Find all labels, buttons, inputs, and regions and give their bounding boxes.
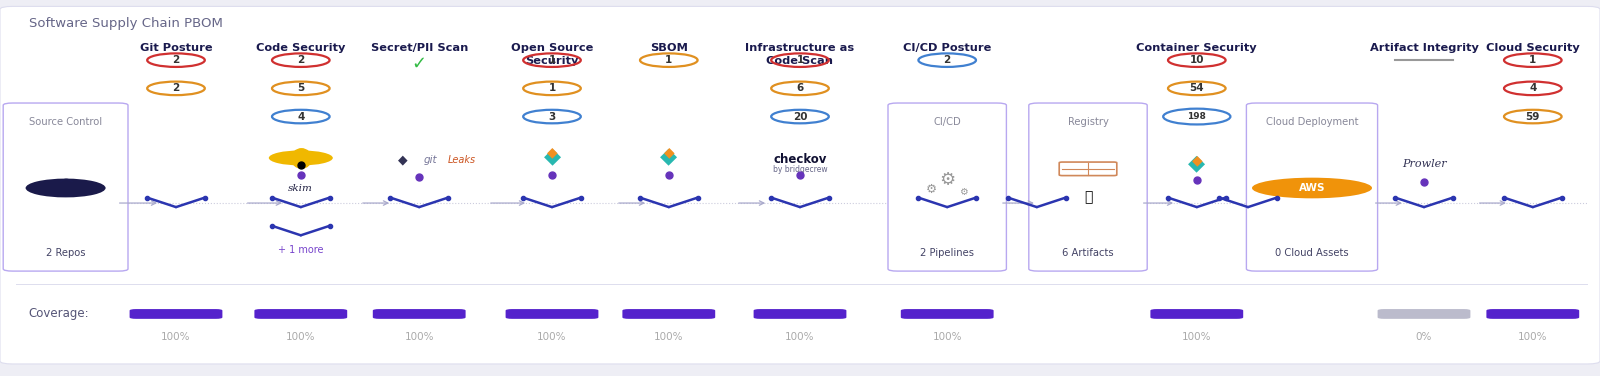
Text: 6: 6 (797, 83, 803, 93)
Text: 0 Cloud Assets: 0 Cloud Assets (1275, 248, 1349, 258)
Text: Prowler: Prowler (1402, 159, 1446, 168)
Circle shape (269, 150, 333, 165)
Text: 5: 5 (298, 83, 304, 93)
Text: 100%: 100% (405, 332, 434, 341)
FancyBboxPatch shape (754, 309, 846, 319)
Text: 1: 1 (1530, 55, 1536, 65)
Text: 4: 4 (298, 112, 304, 121)
Text: + 1 more: + 1 more (278, 245, 323, 255)
Text: Infrastructure as
Code Scan: Infrastructure as Code Scan (746, 43, 854, 66)
FancyBboxPatch shape (1150, 309, 1243, 319)
Ellipse shape (1251, 178, 1373, 199)
Text: Coverage:: Coverage: (29, 308, 90, 320)
Text: ⚙: ⚙ (958, 187, 968, 197)
FancyBboxPatch shape (1246, 103, 1378, 271)
Text: 100%: 100% (1518, 332, 1547, 341)
Text: Git Posture: Git Posture (139, 43, 213, 53)
Text: 2: 2 (298, 55, 304, 65)
Text: Source Control: Source Control (29, 117, 102, 127)
Text: CI/CD Posture: CI/CD Posture (902, 43, 992, 53)
Text: ◆: ◆ (544, 146, 560, 166)
Text: 🐳: 🐳 (1083, 190, 1093, 205)
Text: 59: 59 (1526, 112, 1539, 121)
Text: Secret/PII Scan: Secret/PII Scan (371, 43, 467, 53)
Text: 0%: 0% (1416, 332, 1432, 341)
Text: 100%: 100% (162, 332, 190, 341)
Text: skim: skim (288, 184, 314, 193)
Text: 1: 1 (797, 55, 803, 65)
Text: 10: 10 (1189, 55, 1205, 65)
Text: 1: 1 (666, 55, 672, 65)
Text: 54: 54 (1189, 83, 1205, 93)
Text: ◆: ◆ (547, 145, 557, 159)
Text: ⚙: ⚙ (925, 183, 938, 196)
Text: Container Security: Container Security (1136, 43, 1258, 53)
Text: CI/CD: CI/CD (933, 117, 962, 127)
Text: ◆: ◆ (398, 153, 408, 166)
Text: 4: 4 (1530, 83, 1536, 93)
Text: Cloud Deployment: Cloud Deployment (1266, 117, 1358, 127)
Text: 2 Pipelines: 2 Pipelines (920, 248, 974, 258)
Text: 2: 2 (173, 83, 179, 93)
Text: AWS: AWS (1299, 183, 1325, 193)
Text: 100%: 100% (1182, 332, 1211, 341)
Text: 100%: 100% (786, 332, 814, 341)
Text: 100%: 100% (538, 332, 566, 341)
FancyBboxPatch shape (1378, 309, 1470, 319)
Text: Artifact Integrity: Artifact Integrity (1370, 43, 1478, 53)
FancyBboxPatch shape (888, 103, 1006, 271)
FancyBboxPatch shape (254, 309, 347, 319)
Text: 1: 1 (549, 83, 555, 93)
Text: 20: 20 (792, 112, 808, 121)
Circle shape (40, 182, 91, 194)
Text: 100%: 100% (286, 332, 315, 341)
Text: Open Source
Security: Open Source Security (510, 43, 594, 66)
Circle shape (26, 179, 106, 197)
FancyBboxPatch shape (130, 309, 222, 319)
Text: 1: 1 (549, 55, 555, 65)
Text: by bridgecrew: by bridgecrew (773, 165, 827, 174)
Circle shape (45, 183, 86, 193)
Text: SBOM: SBOM (650, 43, 688, 53)
Text: 198: 198 (1187, 112, 1206, 121)
FancyBboxPatch shape (1029, 103, 1147, 271)
Text: Software Supply Chain PBOM: Software Supply Chain PBOM (29, 17, 222, 30)
Text: 100%: 100% (933, 332, 962, 341)
Text: ⚙: ⚙ (939, 171, 955, 190)
Text: Leaks: Leaks (448, 155, 477, 165)
Text: ◆: ◆ (1192, 153, 1202, 167)
FancyBboxPatch shape (373, 309, 466, 319)
Text: ◉: ◉ (56, 175, 75, 199)
Text: ◆: ◆ (661, 146, 677, 166)
Text: 2: 2 (944, 55, 950, 65)
Text: Registry: Registry (1067, 117, 1109, 127)
FancyBboxPatch shape (901, 309, 994, 319)
Text: Cloud Security: Cloud Security (1486, 43, 1579, 53)
Text: ◆: ◆ (664, 145, 674, 159)
FancyBboxPatch shape (622, 309, 715, 319)
FancyBboxPatch shape (0, 6, 1600, 364)
Text: ✓: ✓ (411, 55, 427, 73)
Text: ◆: ◆ (1189, 153, 1205, 174)
Text: checkov: checkov (773, 153, 827, 166)
Text: Code Security: Code Security (256, 43, 346, 53)
Text: 2 Repos: 2 Repos (46, 248, 85, 258)
Text: git: git (424, 155, 438, 165)
Text: 6 Artifacts: 6 Artifacts (1062, 248, 1114, 258)
Text: 3: 3 (549, 112, 555, 121)
FancyBboxPatch shape (506, 309, 598, 319)
Text: 100%: 100% (654, 332, 683, 341)
Text: 2: 2 (173, 55, 179, 65)
FancyBboxPatch shape (3, 103, 128, 271)
FancyBboxPatch shape (1486, 309, 1579, 319)
